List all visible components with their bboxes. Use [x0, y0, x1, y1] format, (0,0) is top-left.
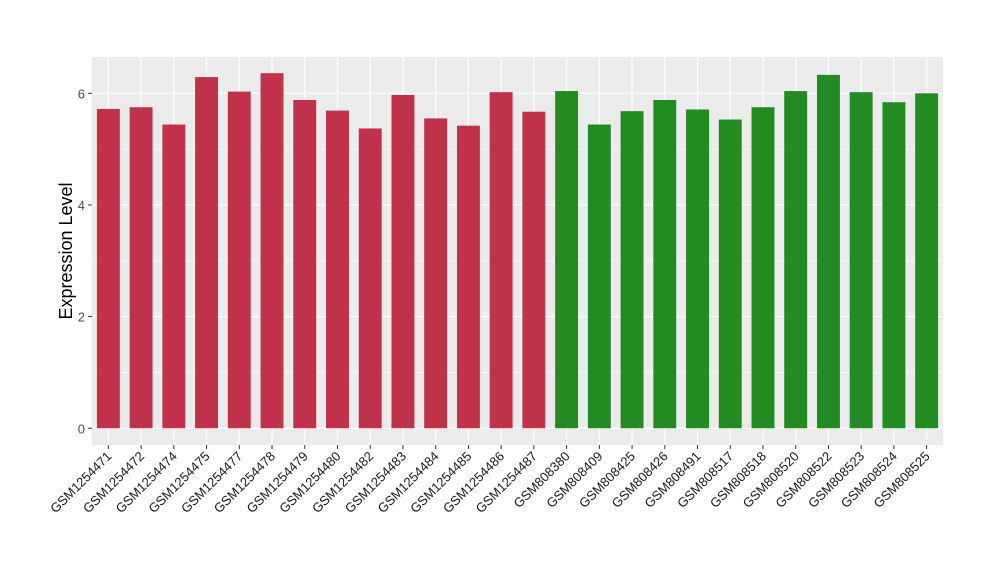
bar-GSM1254472: [129, 107, 153, 429]
bar-GSM808517: [718, 119, 742, 429]
bars: [96, 73, 939, 429]
bar-GSM1254475: [195, 77, 219, 429]
y-tick-label: 2: [78, 310, 85, 325]
bar-GSM808518: [751, 107, 775, 429]
bar-GSM808522: [816, 74, 840, 429]
y-tick-label: 0: [78, 421, 85, 436]
bar-GSM1254478: [260, 73, 284, 429]
bar-GSM808524: [882, 102, 906, 429]
bar-GSM808425: [620, 111, 644, 429]
y-tick-label: 6: [78, 86, 85, 101]
bar-GSM1254477: [227, 91, 251, 429]
bar-GSM1254471: [96, 108, 120, 429]
bar-GSM808409: [587, 124, 611, 429]
bar-GSM1254482: [358, 128, 382, 429]
bar-GSM1254485: [456, 125, 480, 429]
bar-GSM808525: [915, 93, 939, 429]
bar-GSM1254479: [293, 99, 317, 429]
bar-GSM1254487: [522, 111, 546, 429]
bar-GSM808426: [653, 99, 677, 429]
bar-GSM1254474: [162, 124, 186, 429]
bar-GSM1254486: [489, 92, 513, 429]
bar-GSM1254480: [326, 110, 349, 429]
bar-GSM1254484: [424, 118, 448, 429]
y-tick-label: 4: [78, 198, 85, 213]
bar-GSM808523: [849, 92, 873, 429]
bar-GSM1254483: [391, 94, 415, 429]
bar-GSM808520: [784, 91, 808, 429]
plot-panel: [92, 57, 943, 445]
bar-GSM808380: [555, 91, 579, 429]
y-axis-label: Expression Level: [56, 182, 76, 319]
bar-GSM808491: [686, 109, 709, 429]
